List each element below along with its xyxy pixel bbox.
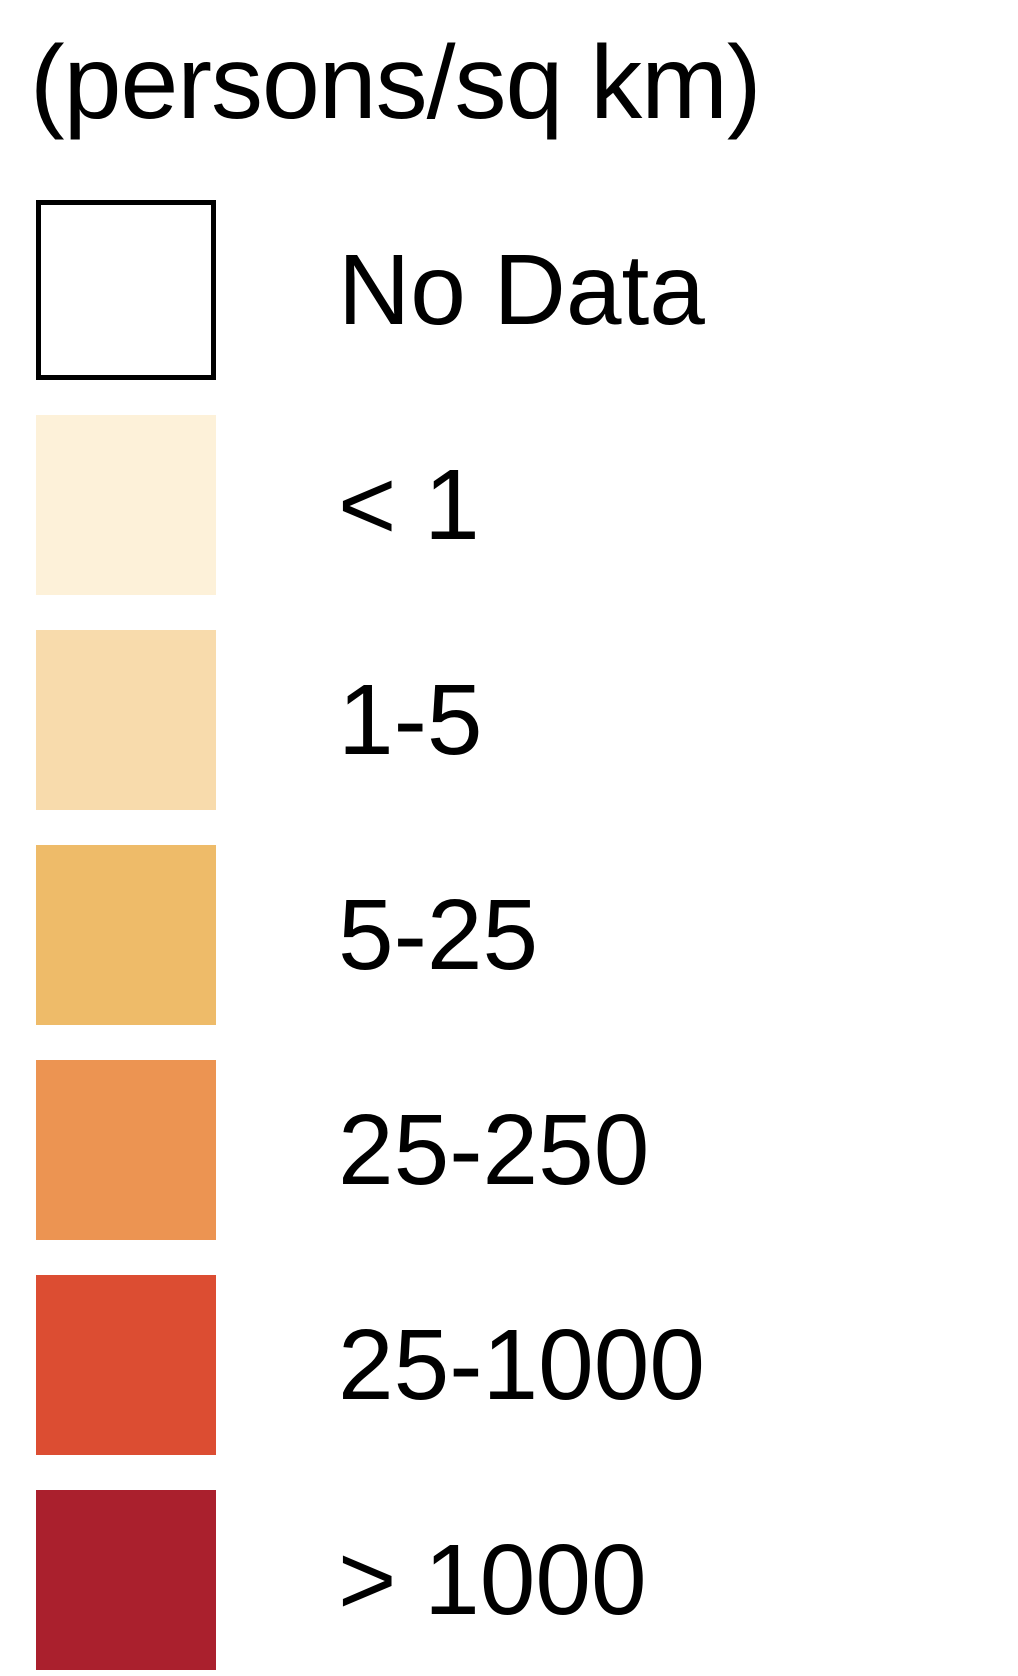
legend-label-5-25: 5-25 xyxy=(338,879,539,991)
legend-item-25-250: 25-250 xyxy=(0,1060,1018,1240)
legend-swatch-gt-1000 xyxy=(36,1490,216,1670)
legend-label-25-1000: 25-1000 xyxy=(338,1309,705,1421)
legend-swatch-25-1000 xyxy=(36,1275,216,1455)
legend-item-5-25: 5-25 xyxy=(0,845,1018,1025)
legend-title: (persons/sq km) xyxy=(30,25,762,141)
legend-swatch-5-25 xyxy=(36,845,216,1025)
legend-item-gt-1000: > 1000 xyxy=(0,1490,1018,1670)
legend-label-gt-1000: > 1000 xyxy=(338,1524,647,1636)
legend-label-1-5: 1-5 xyxy=(338,664,483,776)
legend-item-1-5: 1-5 xyxy=(0,630,1018,810)
legend-swatch-1-5 xyxy=(36,630,216,810)
legend-item-no-data: No Data xyxy=(0,200,1018,380)
legend-item-25-1000: 25-1000 xyxy=(0,1275,1018,1455)
legend-swatch-no-data xyxy=(36,200,216,380)
legend-swatch-25-250 xyxy=(36,1060,216,1240)
legend-label-lt-1: < 1 xyxy=(338,449,480,561)
legend-label-25-250: 25-250 xyxy=(338,1094,650,1206)
legend-swatch-lt-1 xyxy=(36,415,216,595)
legend-item-lt-1: < 1 xyxy=(0,415,1018,595)
legend-label-no-data: No Data xyxy=(338,234,705,346)
